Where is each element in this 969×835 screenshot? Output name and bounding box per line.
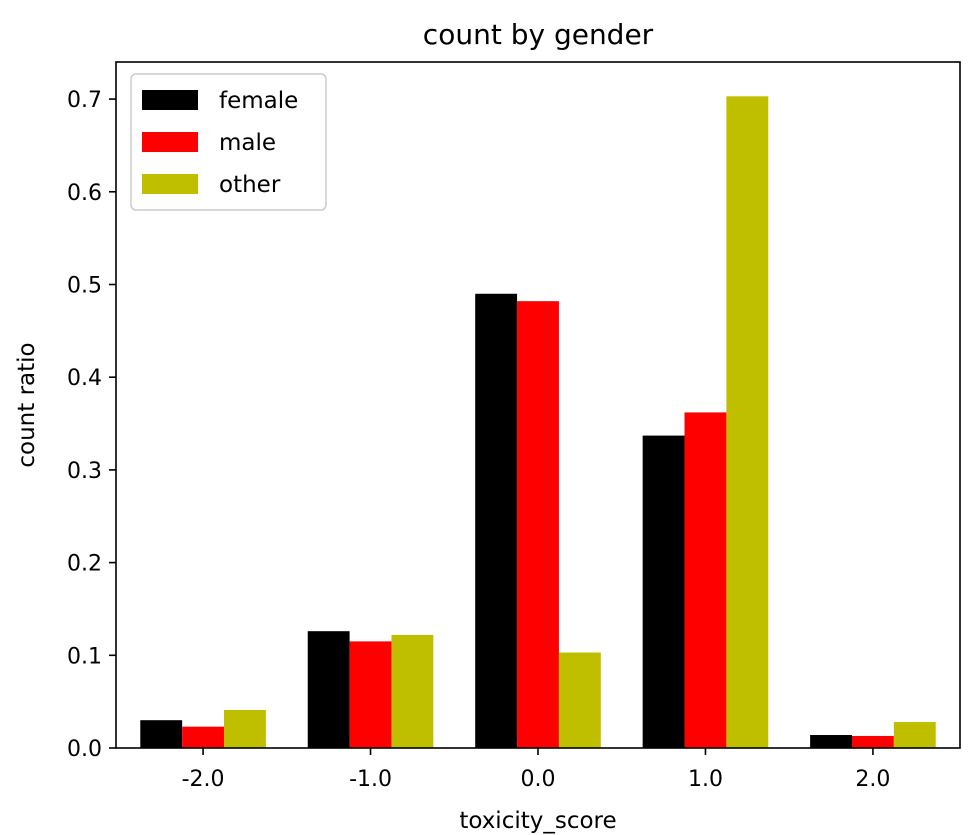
chart-title: count by gender [423,18,654,51]
bar-male-2 [517,301,559,748]
legend-label-other: other [219,172,281,198]
bar-other-0 [224,709,266,748]
bar-other-4 [893,722,936,748]
legend-swatch-male [142,132,198,152]
x-tick-label: 2.0 [855,767,890,792]
bar-other-1 [391,634,434,748]
bar-female-3 [642,435,685,748]
y-tick-label: 0.6 [67,181,102,206]
bar-female-1 [307,631,350,748]
bar-female-4 [810,735,852,748]
y-tick-label: 0.7 [67,88,102,113]
legend-label-male: male [219,130,276,156]
y-tick-label: 0.4 [67,366,102,391]
x-tick-label: 0.0 [521,767,556,792]
y-tick-label: 0.5 [67,273,102,298]
bar-male-3 [684,412,727,748]
bar-other-3 [726,96,769,749]
y-tick-label: 0.1 [67,644,102,669]
legend-swatch-other [142,174,198,194]
legend-swatch-female [142,90,198,110]
bar-male-0 [182,726,225,748]
legend: female male other [130,73,327,211]
bar-other-2 [558,652,601,748]
bar-female-2 [475,293,518,748]
y-axis-label: count ratio [14,342,40,467]
bar-male-1 [349,641,392,748]
y-tick-label: 0.0 [67,737,102,762]
plot-area: 0.0 0.1 0.2 0.3 0.4 0.5 0.6 0.7 -2.0 -1.0 0.0 1.0 2.… [67,61,961,792]
y-tick-label: 0.3 [67,459,102,484]
x-tick-label: -2.0 [182,767,225,792]
x-tick-label: 1.0 [688,767,723,792]
x-tick-label: -1.0 [349,767,392,792]
legend-label-female: female [219,88,298,114]
y-tick-label: 0.2 [67,552,102,577]
bar-female-0 [140,720,183,748]
x-axis-label: toxicity_score [459,808,616,834]
bar-male-4 [851,735,894,748]
